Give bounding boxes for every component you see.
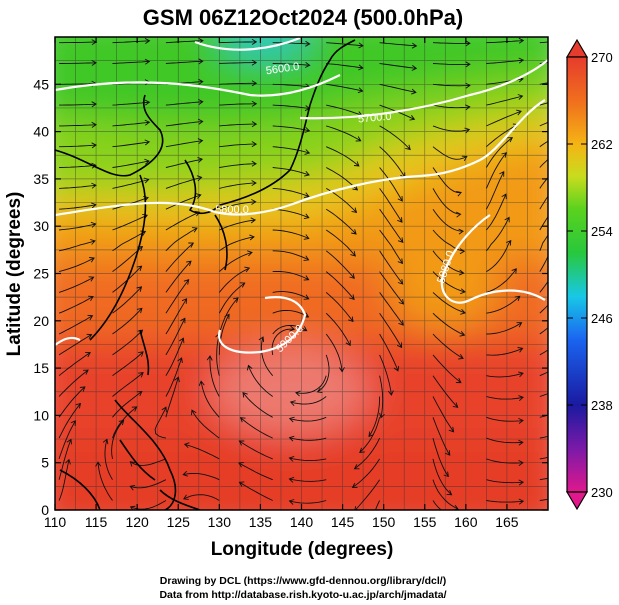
footer-line-2: Data from http://database.rish.kyoto-u.a… — [159, 589, 446, 601]
chart-title: GSM 06Z12Oct2024 (500.0hPa) — [143, 5, 463, 30]
y-axis-ticks: 0 5 10 15 20 25 30 35 40 45 — [33, 76, 548, 518]
x-tick-label: 160 — [454, 514, 478, 530]
grid-lines — [55, 37, 548, 510]
colorbar-tick-label: 238 — [591, 398, 613, 413]
x-tick-label: 110 — [44, 514, 67, 530]
x-tick-label: 120 — [125, 514, 149, 530]
y-tick-label: 25 — [33, 266, 49, 282]
x-axis-ticks: 110 115 120 125 130 135 140 145 150 155 160 165 — [44, 37, 519, 530]
x-tick-label: 140 — [290, 514, 314, 530]
colorbar-top-arrow — [565, 38, 589, 58]
colorbar: 270 262 254 246 238 230 — [565, 38, 613, 511]
colorbar-bottom-arrow — [565, 491, 589, 511]
x-tick-label: 150 — [372, 514, 396, 530]
y-tick-label: 10 — [33, 407, 49, 423]
x-axis-label: Longitude (degrees) — [211, 539, 394, 560]
footer-line-1: Drawing by DCL (https://www.gfd-dennou.o… — [160, 575, 446, 587]
y-tick-label: 40 — [33, 124, 49, 140]
colorbar-tick-label: 246 — [591, 311, 613, 326]
contour-label: 5700.0 — [357, 111, 392, 126]
y-tick-label: 20 — [33, 313, 49, 329]
x-tick-label: 145 — [331, 514, 355, 530]
y-tick-label: 30 — [33, 218, 49, 234]
x-tick-label: 115 — [85, 514, 108, 530]
colorbar-tick-label: 270 — [591, 50, 613, 65]
x-tick-label: 130 — [208, 514, 232, 530]
x-tick-label: 125 — [167, 514, 191, 530]
y-tick-label: 5 — [41, 455, 49, 471]
y-tick-label: 35 — [33, 171, 49, 187]
contour-label: 5800.0 — [215, 204, 249, 216]
y-tick-label: 15 — [33, 360, 49, 376]
y-axis-label: Latitude (degrees) — [4, 192, 25, 357]
x-tick-label: 165 — [495, 514, 519, 530]
y-tick-label: 45 — [33, 76, 49, 92]
colorbar-tick-label: 262 — [591, 137, 613, 152]
colorbar-ticks: 270 262 254 246 238 230 — [567, 50, 613, 500]
contour-label: 5600.0 — [265, 61, 300, 78]
colorbar-tick-label: 254 — [591, 224, 613, 239]
contour-lines — [55, 37, 548, 354]
x-tick-label: 155 — [413, 514, 437, 530]
y-tick-label: 0 — [41, 502, 49, 518]
colorbar-tick-label: 230 — [591, 485, 613, 500]
colorbar-body — [566, 56, 588, 493]
x-tick-label: 135 — [249, 514, 273, 530]
